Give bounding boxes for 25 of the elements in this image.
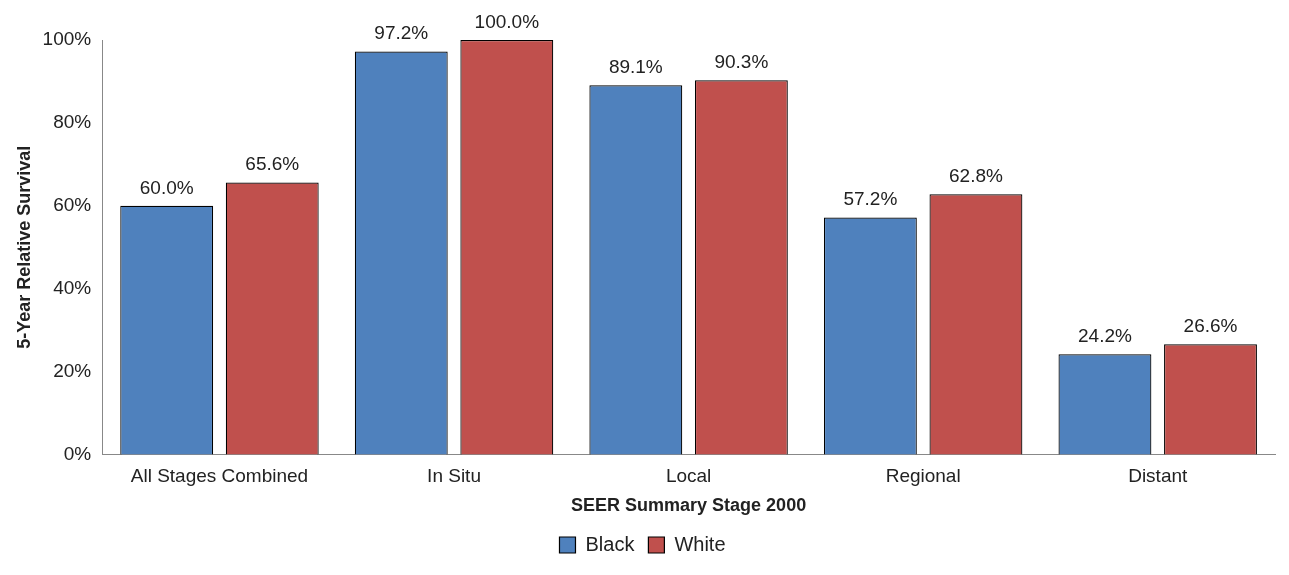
data-label: 62.8% [949, 164, 1003, 186]
x-tick-label: Distant [1128, 465, 1188, 487]
x-tick-label: All Stages Combined [130, 465, 309, 487]
data-label: 57.2% [843, 188, 898, 210]
data-label: 89.1% [608, 55, 663, 77]
y-tick-label: 0% [63, 442, 92, 464]
y-tick-label: 100% [42, 28, 92, 50]
data-label: 90.3% [714, 50, 769, 72]
data-label: 97.2% [374, 22, 429, 44]
data-label: 65.6% [245, 153, 300, 175]
y-tick-label: 20% [53, 359, 92, 381]
data-label: 24.2% [1078, 325, 1132, 346]
x-tick-label: In Situ [427, 465, 481, 487]
y-tick-label: 40% [53, 276, 92, 298]
x-tick-label: Regional [885, 465, 961, 487]
data-label: 60.0% [139, 176, 194, 198]
y-tick-label: 80% [53, 111, 92, 133]
y-axis-title: 5-Year Relative Survival [13, 145, 34, 349]
data-label: 100.0% [474, 10, 540, 32]
x-axis-title: SEER Summary Stage 2000 [571, 495, 807, 516]
y-tick-label: 60% [53, 194, 92, 216]
legend-label: White [674, 532, 726, 555]
x-tick-label: Local [665, 465, 712, 487]
legend-label: Black [585, 532, 636, 555]
data-label: 26.6% [1183, 315, 1238, 337]
